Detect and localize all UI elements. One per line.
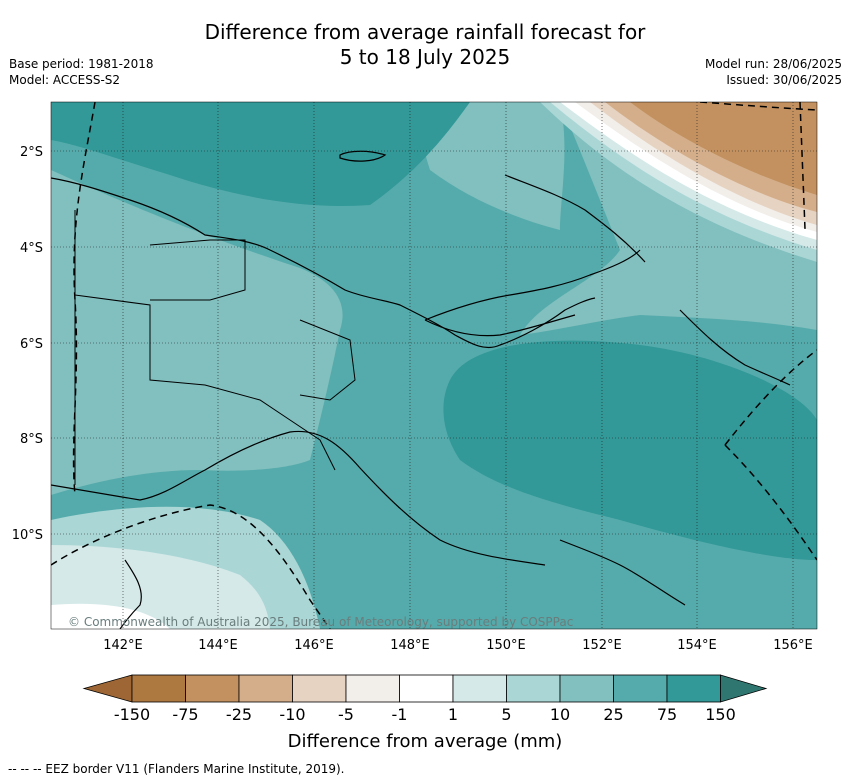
bougainville-coast [679, 309, 791, 386]
eez-south [51, 504, 331, 629]
lat-label-2S: 2°S [20, 145, 43, 160]
colorbar-tick-label: 10 [550, 705, 570, 724]
colorbar-tick-label: 1 [448, 705, 458, 724]
eez-legend-text: -- -- -- EEZ border V11 (Flanders Marine… [8, 762, 345, 776]
colorbar-tick-label: -5 [338, 705, 354, 724]
eez-far-east [799, 102, 806, 230]
rainfall-band-10to25 [51, 170, 343, 495]
lon-label-146E: 146°E [294, 638, 334, 653]
new-ireland-coast [504, 174, 646, 263]
manus-island [339, 150, 387, 162]
issued-text: Issued: 30/06/2025 [726, 73, 842, 87]
colorbar-tick-label: -75 [172, 705, 198, 724]
colorbar-title: Difference from average (mm) [287, 731, 563, 752]
boundary-highlands [149, 239, 246, 301]
new-guinea-south-coast [51, 430, 546, 566]
colorbar-swatch [666, 674, 721, 703]
colorbar-extend-low [82, 674, 133, 703]
eez-borders [51, 102, 817, 629]
boundary-western [74, 294, 336, 471]
rainfall-high-southeast [443, 340, 817, 560]
lon-label-148E: 148°E [390, 638, 430, 653]
colorbar: -150 -75 -25 -10 -5 -1 1 5 10 25 75 150 [82, 674, 768, 724]
colorbar-swatch [613, 674, 668, 703]
lon-labels: 142°E 144°E 146°E 148°E 150°E 152°E 154°… [103, 638, 813, 653]
eez-west [72, 102, 96, 496]
lon-label-156E: 156°E [773, 638, 813, 653]
boundary-central [299, 319, 356, 401]
eez-southeast [724, 444, 817, 561]
copyright-text: © Commonwealth of Australia 2025, Bureau… [68, 615, 573, 629]
colorbar-swatch [131, 674, 186, 703]
model-run-text: Model run: 28/06/2025 [704, 57, 842, 71]
title-line-1: Difference from average rainfall forecas… [204, 20, 646, 44]
lon-label-152E: 152°E [582, 638, 622, 653]
colorbar-tick-label: -10 [279, 705, 305, 724]
colorbar-extend-high [720, 674, 768, 703]
lon-label-150E: 150°E [486, 638, 526, 653]
colorbar-swatch [399, 674, 454, 703]
meta-right: Model run: 28/06/2025 Issued: 30/06/2025 [705, 56, 842, 88]
rainfall-high-north [51, 102, 470, 206]
eez-north [699, 102, 817, 111]
colorbar-swatch [345, 674, 400, 703]
colorbar-swatch [185, 674, 240, 703]
map-title: Difference from average rainfall forecas… [0, 20, 850, 70]
lat-label-6S: 6°S [20, 337, 43, 352]
new-britain-coast [424, 249, 641, 337]
colorbar-tick-label: 150 [705, 705, 736, 724]
lon-label-142E: 142°E [103, 638, 143, 653]
louisiade-archipelago [559, 539, 686, 606]
lat-labels: 2°S 4°S 6°S 8°S 10°S [12, 145, 43, 543]
colorbar-tick-label: -1 [392, 705, 408, 724]
map-frame [50, 101, 818, 630]
lat-label-10S: 10°S [12, 528, 43, 543]
base-period-text: Base period: 1981-2018 [9, 57, 154, 71]
province-boundaries [74, 210, 356, 485]
colorbar-swatch [559, 674, 614, 703]
colorbar-tick-label: 75 [657, 705, 677, 724]
coastlines [51, 150, 791, 629]
colorbar-swatch [506, 674, 561, 703]
gridlines [51, 102, 817, 629]
lon-label-154E: 154°E [677, 638, 717, 653]
colorbar-tick-label: 5 [501, 705, 511, 724]
rainfall-band-neutral-sw [51, 603, 170, 629]
lon-label-144E: 144°E [198, 638, 238, 653]
colorbar-swatch [238, 674, 293, 703]
eez-east [724, 349, 817, 446]
colorbar-swatch [452, 674, 507, 703]
lat-label-4S: 4°S [20, 241, 43, 256]
north-australia-coast [119, 559, 142, 629]
title-line-2: 5 to 18 July 2025 [339, 45, 511, 69]
rainfall-band-minus25to-75-ne [630, 102, 817, 195]
rainfall-band-north-10to25 [420, 102, 565, 230]
colorbar-tick-label: -25 [226, 705, 252, 724]
lat-label-8S: 8°S [20, 432, 43, 447]
colorbar-swatch [292, 674, 347, 703]
meta-left: Base period: 1981-2018 Model: ACCESS-S2 [9, 56, 154, 88]
map-plot-area: © Commonwealth of Australia 2025, Bureau… [51, 102, 817, 629]
colorbar-tick-label: -150 [114, 705, 150, 724]
colorbar-tick-label: 25 [603, 705, 623, 724]
new-guinea-north-coast [51, 177, 596, 349]
model-text: Model: ACCESS-S2 [9, 73, 121, 87]
